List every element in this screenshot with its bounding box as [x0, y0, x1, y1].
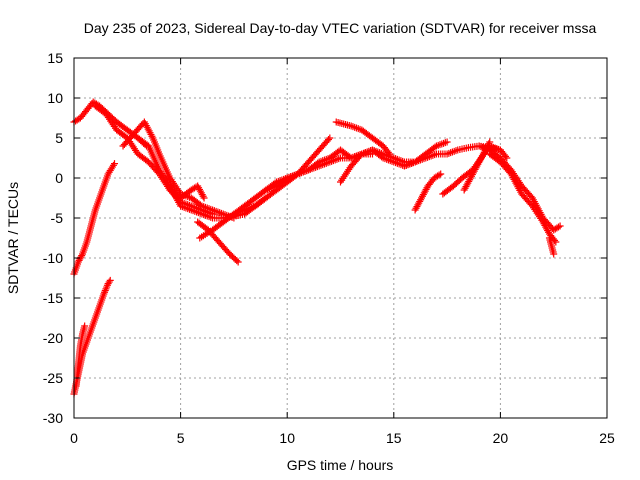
y-tick-label: 15	[47, 50, 63, 66]
plot-frame	[73, 57, 608, 419]
chart-title: Day 235 of 2023, Sidereal Day-to-day VTE…	[84, 20, 597, 36]
x-axis-label: GPS time / hours	[287, 457, 394, 473]
x-tick-label: 25	[599, 430, 615, 446]
data-point	[106, 276, 114, 284]
series-arc-21	[545, 234, 558, 258]
series-arc-2	[70, 160, 119, 278]
data-point	[81, 322, 89, 330]
data-point	[109, 161, 117, 169]
data-point	[77, 253, 85, 261]
data-point	[199, 192, 207, 200]
series-arc-14	[337, 138, 451, 186]
data-point	[443, 138, 451, 146]
y-tick-label: 5	[55, 130, 63, 146]
data-point	[554, 223, 562, 231]
data-point	[326, 134, 334, 142]
data-point	[556, 222, 564, 230]
data-point	[105, 278, 113, 286]
data-point	[437, 170, 445, 178]
data-point	[502, 152, 510, 160]
y-tick-label: 10	[47, 90, 63, 106]
data-point	[200, 194, 208, 202]
y-tick-label: -25	[43, 370, 63, 386]
y-axis-label: SDTVAR / TECUs	[5, 182, 21, 294]
data-point	[101, 287, 109, 295]
x-axis-tick-labels: 0 5 10 15 20 25	[70, 430, 615, 446]
series-arc-20	[486, 150, 560, 246]
data-point	[486, 138, 494, 146]
data-points	[70, 98, 564, 398]
data-point	[111, 160, 119, 168]
grid-lines	[74, 58, 607, 418]
x-tick-label: 5	[177, 430, 185, 446]
y-tick-label: -5	[51, 210, 64, 226]
axis-ticks	[73, 57, 608, 419]
y-tick-label: -10	[43, 250, 63, 266]
series-arc-16	[411, 170, 445, 214]
y-tick-label: 0	[55, 170, 63, 186]
data-point	[550, 250, 558, 258]
data-point	[503, 154, 511, 162]
series-arc-18	[460, 138, 494, 194]
y-axis-tick-labels: 15 10 5 0 -5 -10 -15 -20 -25 -30	[43, 50, 63, 426]
data-point	[435, 171, 443, 179]
series-arc-4	[72, 322, 89, 390]
x-tick-label: 0	[70, 430, 78, 446]
data-point	[74, 258, 82, 266]
data-point	[233, 257, 241, 265]
data-point	[485, 140, 493, 148]
x-tick-label: 15	[386, 430, 402, 446]
series-arc-8	[166, 182, 208, 202]
x-tick-label: 10	[279, 430, 295, 446]
y-tick-label: -15	[43, 290, 63, 306]
data-point	[76, 255, 84, 263]
data-point	[234, 258, 242, 266]
y-tick-label: -20	[43, 330, 63, 346]
y-tick-label: -30	[43, 410, 63, 426]
x-tick-label: 20	[493, 430, 509, 446]
data-point	[325, 136, 333, 143]
data-point	[78, 252, 86, 260]
